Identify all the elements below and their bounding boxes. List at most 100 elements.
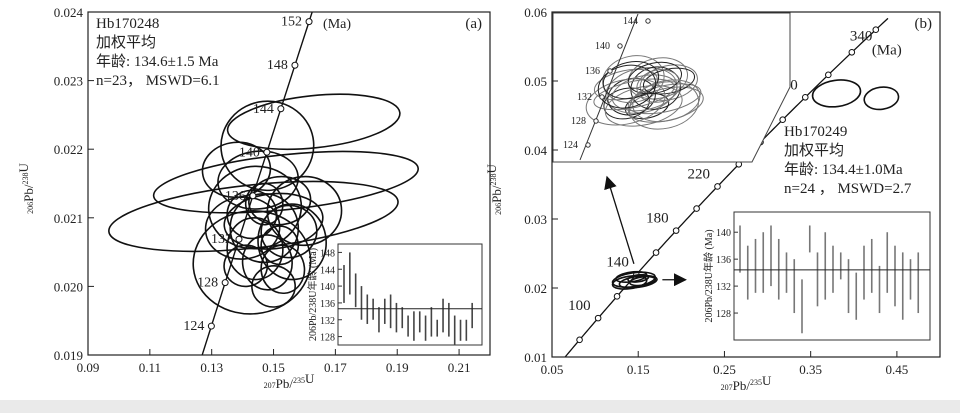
inset-y-tick-label: 132 xyxy=(716,282,731,293)
zoom-ellipse xyxy=(602,61,660,100)
concordia-age-label: 140 xyxy=(606,255,629,271)
zoom-ellipse xyxy=(597,64,657,109)
x-tick-label: 0.15 xyxy=(262,360,285,375)
inset-y-tick-label: 136 xyxy=(320,299,335,310)
inset-frame xyxy=(733,211,931,341)
concordia-age-marker xyxy=(594,314,602,322)
error-ellipse xyxy=(260,225,300,266)
inset-y-tick-label: 128 xyxy=(320,333,335,344)
zoom-age-label: 124 xyxy=(563,140,578,151)
panel-b-frame xyxy=(551,11,941,358)
concordia-age-marker xyxy=(576,336,583,344)
zoom-ellipse xyxy=(611,74,678,112)
sample-id: Hb170249 xyxy=(784,124,847,140)
y-tick-label: 0.04 xyxy=(524,143,547,158)
n-mswd-label: n=24 ， MSWD=2.7 xyxy=(784,181,912,197)
x-tick-label: 0.25 xyxy=(713,362,736,377)
error-ellipse xyxy=(260,204,318,259)
zoom-ellipse xyxy=(585,78,666,126)
concordia-age-label: 144 xyxy=(253,102,274,117)
concordia-age-marker xyxy=(263,148,271,156)
error-ellipse xyxy=(220,100,315,192)
concordia-age-marker xyxy=(207,322,215,330)
concordia-age-marker xyxy=(613,293,621,300)
x-axis-label: 207Pb/235U xyxy=(721,373,772,393)
concordia-age-label: 140 xyxy=(239,145,260,160)
age-label: 年龄: 134.4±1.0Ma xyxy=(784,161,903,178)
inset-y-label-text: 206Pb/238U年龄 (Ma) xyxy=(702,229,715,322)
panel-a-ellipses xyxy=(108,93,419,315)
inset-y-tick-label: 140 xyxy=(320,282,335,293)
error-ellipse xyxy=(244,182,284,226)
zoom-age-marker xyxy=(599,94,605,100)
zoom-ellipse xyxy=(604,85,683,127)
error-ellipse xyxy=(223,192,324,250)
error-ellipse xyxy=(217,150,299,210)
x-axis-label-text: 207Pb/235U xyxy=(721,373,772,393)
error-ellipse xyxy=(152,150,419,214)
x-tick-label: 0.15 xyxy=(627,362,650,377)
error-ellipse xyxy=(260,244,306,295)
concordia-age-marker xyxy=(801,94,809,101)
inset-y-tick-label: 128 xyxy=(716,309,731,320)
zoom-age-label: 132 xyxy=(577,92,592,103)
inset-y-tick-label: 132 xyxy=(320,316,335,327)
concordia-age-marker xyxy=(825,71,832,79)
zoom-ellipse xyxy=(639,64,698,101)
x-tick-label: 0.05 xyxy=(541,362,564,377)
inset-y-tick-label: 140 xyxy=(716,228,731,239)
zoom-age-marker xyxy=(645,18,651,24)
concordia-age-marker xyxy=(249,192,257,200)
zoom-inset: 144 140 136 132 128 124 xyxy=(552,12,791,163)
y-axis-label: 206Pb/238U xyxy=(16,163,36,214)
concordia-age-marker xyxy=(221,279,229,287)
y-axis-label: 206Pb/238U xyxy=(484,164,504,215)
inset-y-label-text: 206Pb/238U年龄 (Ma) xyxy=(306,248,319,341)
concordia-age-marker xyxy=(305,18,313,26)
method-label: 加权平均 xyxy=(784,142,844,159)
zoom-age-label: 128 xyxy=(571,116,586,127)
zoom-age-marker xyxy=(617,43,623,49)
x-tick-label: 0.45 xyxy=(886,362,909,377)
concordia-age-marker xyxy=(693,205,700,212)
y-tick-label: 0.05 xyxy=(524,74,547,89)
error-ellipse xyxy=(627,273,650,283)
x-tick-label: 0.09 xyxy=(77,360,100,375)
y-axis-label-text: 206Pb/238U xyxy=(16,163,36,214)
concordia-age-label: 136 xyxy=(225,189,246,204)
x-tick-label: 0.19 xyxy=(386,360,409,375)
zoom-ellipse xyxy=(628,81,700,130)
inset-y-tick-label: 136 xyxy=(716,255,731,266)
panel-a-frame xyxy=(87,11,491,356)
error-ellipse xyxy=(811,79,862,108)
concordia-age-marker xyxy=(652,249,660,256)
error-ellipse xyxy=(251,265,296,308)
x-tick-label: 0.11 xyxy=(139,360,161,375)
bottom-gutter xyxy=(0,400,960,413)
panel-a: 124 128 132 136 140 144 148 152 0.09 0.11 0.13 0.15… xyxy=(16,5,491,391)
error-ellipse xyxy=(248,175,312,226)
error-ellipse xyxy=(223,244,269,288)
panel-tag: (a) xyxy=(465,16,482,32)
zoom-age-marker xyxy=(593,118,599,124)
concordia-curve xyxy=(201,12,313,355)
concordia-age-marker xyxy=(714,183,721,190)
x-axis-label-text: 207Pb/235U xyxy=(264,371,315,391)
error-ellipse xyxy=(226,93,401,151)
y-tick-label: 0.024 xyxy=(54,5,84,20)
concordia-age-marker xyxy=(872,26,880,34)
concordia-age-label: 152 xyxy=(281,15,302,30)
zoom-age-marker xyxy=(607,68,613,74)
method-label: 加权平均 xyxy=(96,34,156,51)
zoom-arrows xyxy=(604,175,687,287)
concordia-age-marker xyxy=(277,105,285,113)
y-tick-label: 0.023 xyxy=(54,74,83,89)
inset-y-tick-label: 148 xyxy=(320,248,335,259)
concordia-age-marker xyxy=(848,49,856,56)
error-ellipse xyxy=(863,86,900,111)
concordia-age-marker xyxy=(779,116,786,123)
y-tick-label: 0.019 xyxy=(54,348,83,363)
error-ellipse xyxy=(266,175,343,247)
age-label: 年龄: 134.6±1.5 Ma xyxy=(96,53,219,70)
